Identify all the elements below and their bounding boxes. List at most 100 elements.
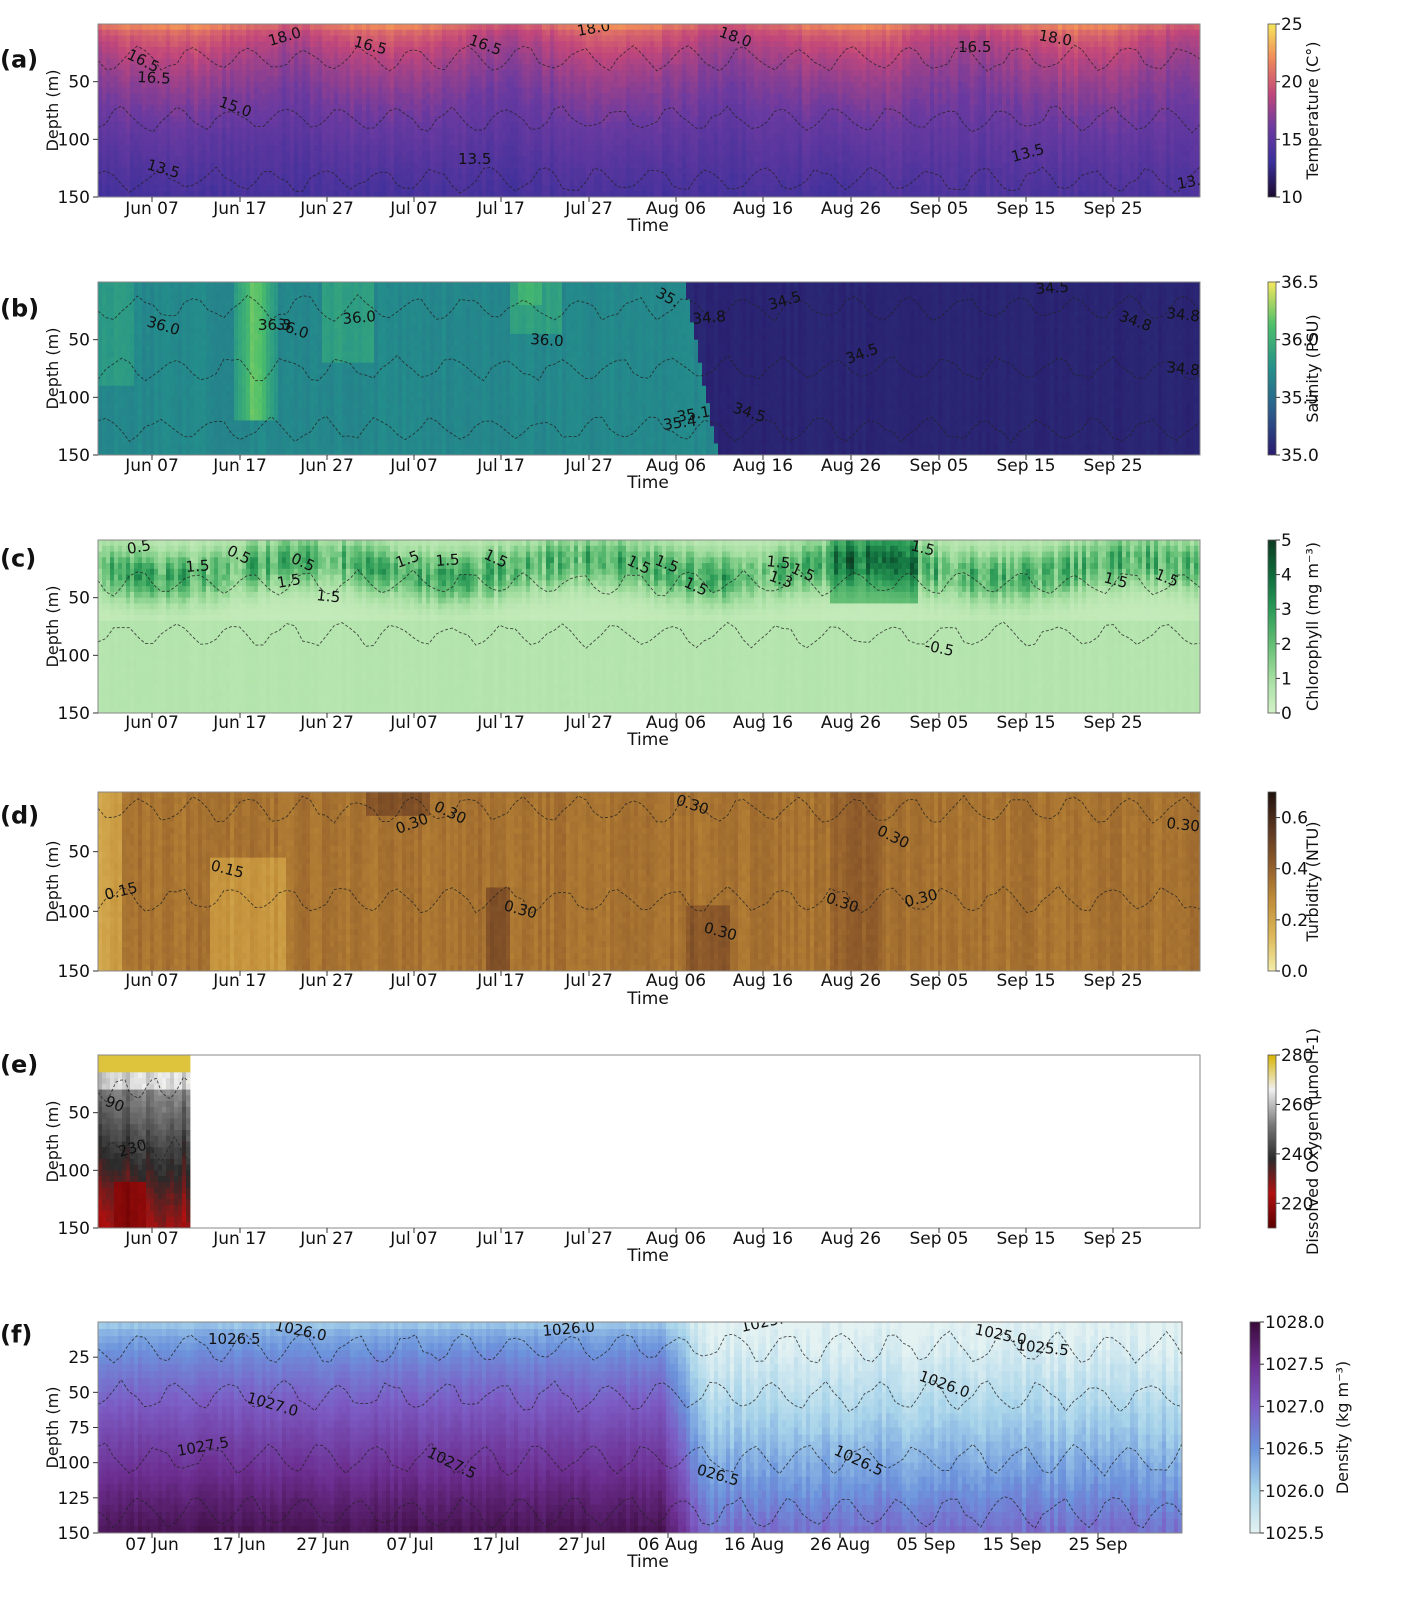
heat-cell xyxy=(582,179,587,187)
heat-cell xyxy=(706,70,711,77)
heat-cell xyxy=(494,75,499,83)
heat-cell xyxy=(494,150,499,158)
heat-cell xyxy=(126,110,131,117)
heat-cell xyxy=(310,81,315,89)
heat-cell xyxy=(418,98,423,106)
heat-cell xyxy=(274,139,279,146)
heat-cell xyxy=(662,64,667,71)
heat-cell xyxy=(758,93,763,100)
heat-cell xyxy=(202,116,207,123)
heat-cell xyxy=(462,64,467,71)
heat-cell xyxy=(274,156,279,163)
heat-cell xyxy=(314,70,319,77)
heat-cell xyxy=(374,104,379,112)
heat-cell xyxy=(290,179,295,187)
heat-cell xyxy=(650,24,655,31)
heat-cell xyxy=(470,41,475,48)
heat-cell xyxy=(746,29,751,37)
heat-cell xyxy=(494,81,499,89)
heat-cell xyxy=(310,116,315,123)
heat-cell xyxy=(502,122,507,129)
heat-cell xyxy=(434,98,439,106)
heat-cell xyxy=(462,104,467,112)
heat-cell xyxy=(722,110,727,117)
heat-cell xyxy=(322,81,327,89)
heat-cell xyxy=(118,168,123,175)
heat-cell xyxy=(578,185,583,192)
heat-cell xyxy=(674,156,679,163)
heat-cell xyxy=(138,191,143,197)
heat-cell xyxy=(574,110,579,117)
heat-cell xyxy=(222,29,227,37)
heat-cell xyxy=(406,35,411,42)
heat-cell xyxy=(550,156,555,163)
heat-cell xyxy=(710,58,715,65)
heat-cell xyxy=(102,24,107,31)
heat-cell xyxy=(618,24,623,31)
heat-cell xyxy=(430,70,435,77)
heat-cell xyxy=(578,47,583,54)
heat-cell xyxy=(418,110,423,117)
heat-cell xyxy=(394,87,399,94)
heat-cell xyxy=(154,104,159,112)
heat-cell xyxy=(542,116,547,123)
heat-cell xyxy=(614,173,619,181)
heat-cell xyxy=(354,122,359,129)
heat-cell xyxy=(458,139,463,146)
heat-cell xyxy=(386,185,391,192)
heat-cell xyxy=(146,150,151,158)
heat-cell xyxy=(474,116,479,123)
heat-cell xyxy=(430,64,435,71)
heat-cell xyxy=(442,58,447,65)
heat-cell xyxy=(146,191,151,197)
heat-cell xyxy=(310,29,315,37)
heat-cell xyxy=(282,47,287,54)
heat-cell xyxy=(702,52,707,60)
heat-cell xyxy=(566,122,571,129)
heat-cell xyxy=(258,104,263,112)
heat-cell xyxy=(314,156,319,163)
heat-cell xyxy=(598,87,603,94)
heat-cell xyxy=(290,104,295,112)
heat-cell xyxy=(182,41,187,48)
heat-cell xyxy=(158,139,163,146)
heat-cell xyxy=(106,173,111,181)
heat-cell xyxy=(198,133,203,140)
heat-cell xyxy=(534,150,539,158)
heat-cell xyxy=(598,29,603,37)
heat-cell xyxy=(478,70,483,77)
heat-cell xyxy=(470,122,475,129)
heat-cell xyxy=(670,64,675,71)
heat-cell xyxy=(150,116,155,123)
heat-cell xyxy=(470,179,475,187)
heat-cell xyxy=(282,110,287,117)
heat-cell xyxy=(210,116,215,123)
heat-cell xyxy=(442,191,447,197)
heat-cell xyxy=(578,162,583,169)
heat-cell xyxy=(230,145,235,152)
heat-cell xyxy=(322,75,327,83)
heat-cell xyxy=(474,139,479,146)
heat-cell xyxy=(542,58,547,65)
heat-cell xyxy=(650,87,655,94)
heat-cell xyxy=(662,104,667,112)
heat-cell xyxy=(378,122,383,129)
heat-cell xyxy=(202,150,207,158)
heat-cell xyxy=(314,133,319,140)
heat-cell xyxy=(122,145,127,152)
heat-cell xyxy=(530,139,535,146)
heat-cell xyxy=(278,145,283,152)
heat-cell xyxy=(98,179,103,187)
heat-cell xyxy=(454,58,459,65)
heat-cell xyxy=(410,110,415,117)
heat-cell xyxy=(366,75,371,83)
heat-cell xyxy=(354,116,359,123)
heat-cell xyxy=(550,150,555,158)
heat-cell xyxy=(714,168,719,175)
heat-cell xyxy=(482,173,487,181)
heat-cell xyxy=(98,116,103,123)
heat-cell xyxy=(310,150,315,158)
heat-cell xyxy=(598,64,603,71)
heat-cell xyxy=(290,87,295,94)
heat-cell xyxy=(506,156,511,163)
